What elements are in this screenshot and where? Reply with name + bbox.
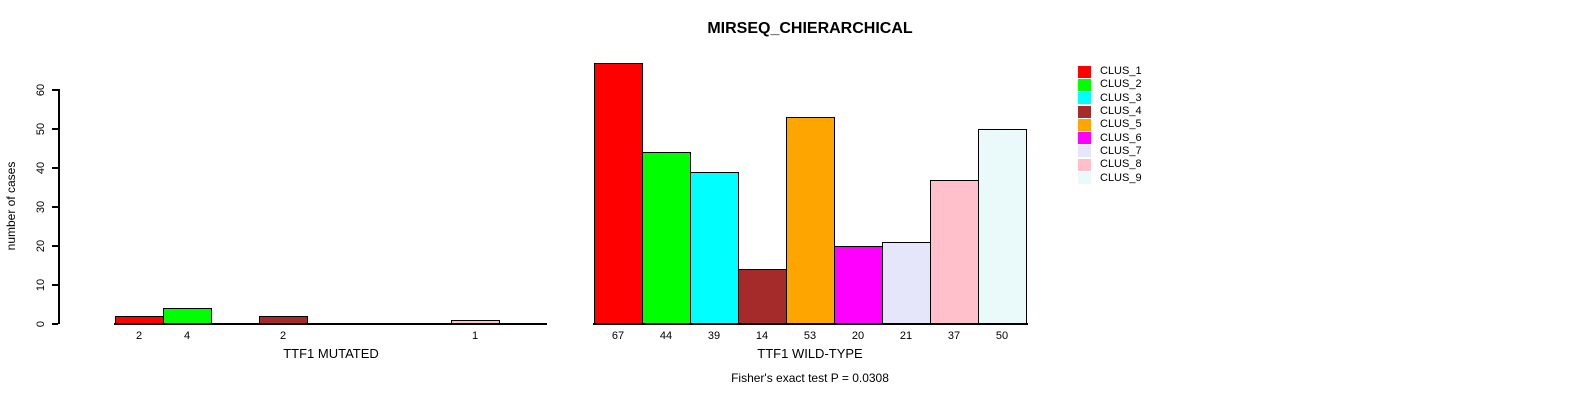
legend-swatch-clus_4 (1078, 105, 1091, 118)
y-tick-0 (52, 323, 58, 325)
bar-value-label-clus_1: 67 (611, 330, 625, 342)
legend-item-clus_3: CLUS_3 (1078, 92, 1142, 105)
chart-title: MIRSEQ_CHIERARCHICAL (707, 20, 913, 37)
y-axis-label: number of cases (4, 161, 18, 251)
legend-item-clus_5: CLUS_5 (1078, 118, 1142, 131)
y-tick-label-40: 40 (35, 161, 47, 175)
legend-swatch-clus_7 (1078, 145, 1091, 158)
y-tick-20 (52, 245, 58, 247)
bar-value-label-clus_8: 1 (471, 330, 479, 342)
bar-ttf1-mutated-clus_8 (451, 320, 500, 324)
legend-item-clus_4: CLUS_4 (1078, 105, 1142, 118)
legend-label-clus_9: CLUS_9 (1100, 171, 1142, 184)
y-axis-line (58, 89, 60, 324)
legend-item-clus_8: CLUS_8 (1078, 158, 1142, 171)
y-tick-40 (52, 167, 58, 169)
bar-ttf1-wild-type-clus_6 (834, 246, 883, 324)
legend-swatch-clus_5 (1078, 118, 1091, 131)
y-tick-60 (52, 89, 58, 91)
x-axis-title-ttf1-mutated: TTF1 MUTATED (283, 346, 379, 361)
bar-value-label-clus_6: 20 (851, 330, 865, 342)
legend-item-clus_1: CLUS_1 (1078, 65, 1142, 78)
legend-item-clus_9: CLUS_9 (1078, 171, 1142, 185)
bar-value-label-clus_7: 21 (899, 330, 913, 342)
y-tick-label-0: 0 (35, 320, 47, 328)
legend-swatch-clus_9 (1078, 172, 1091, 185)
bar-value-label-clus_1: 2 (135, 330, 143, 342)
y-tick-label-20: 20 (35, 239, 47, 253)
y-tick-50 (52, 128, 58, 130)
bar-value-label-clus_8: 37 (947, 330, 961, 342)
bar-value-label-clus_4: 14 (755, 330, 769, 342)
bar-ttf1-wild-type-clus_4 (738, 269, 787, 324)
legend-label-clus_8: CLUS_8 (1100, 158, 1142, 171)
bar-ttf1-wild-type-clus_7 (882, 242, 931, 324)
legend-label-clus_4: CLUS_4 (1100, 105, 1142, 118)
bar-ttf1-wild-type-clus_5 (786, 117, 835, 324)
bar-ttf1-wild-type-clus_2 (642, 152, 691, 324)
legend-label-clus_5: CLUS_5 (1100, 118, 1142, 131)
legend-item-clus_6: CLUS_6 (1078, 131, 1142, 145)
legend-swatch-clus_2 (1078, 78, 1091, 91)
y-tick-label-10: 10 (35, 278, 47, 292)
y-tick-label-30: 30 (35, 200, 47, 214)
legend-label-clus_6: CLUS_6 (1100, 131, 1142, 144)
legend: CLUS_1 CLUS_2 CLUS_3 CLUS_4 CLUS_5 CLUS_6 CLUS… (1078, 65, 1142, 185)
legend-item-clus_7: CLUS_7 (1078, 145, 1142, 158)
bar-ttf1-wild-type-clus_9 (978, 129, 1027, 324)
legend-label-clus_7: CLUS_7 (1100, 144, 1142, 157)
bar-ttf1-wild-type-clus_8 (930, 180, 979, 324)
bar-value-label-clus_2: 44 (659, 330, 673, 342)
bar-value-label-clus_2: 4 (183, 330, 191, 342)
x-axis-baseline-mutated (114, 323, 547, 325)
y-tick-label-60: 60 (35, 83, 47, 97)
bar-value-label-clus_4: 2 (279, 330, 287, 342)
bar-ttf1-wild-type-clus_3 (690, 172, 739, 324)
legend-item-clus_2: CLUS_2 (1078, 78, 1142, 91)
legend-label-clus_1: CLUS_1 (1100, 65, 1142, 78)
fisher-test-annotation: Fisher's exact test P = 0.0308 (731, 371, 889, 385)
legend-swatch-clus_6 (1078, 132, 1091, 145)
legend-swatch-clus_8 (1078, 158, 1091, 171)
bar-value-label-clus_3: 39 (707, 330, 721, 342)
legend-swatch-clus_1 (1078, 65, 1091, 78)
x-axis-title-ttf1-wild-type: TTF1 WILD-TYPE (757, 346, 863, 361)
y-tick-label-50: 50 (35, 122, 47, 136)
y-tick-10 (52, 284, 58, 286)
bar-value-label-clus_9: 50 (995, 330, 1009, 342)
bar-value-label-clus_5: 53 (803, 330, 817, 342)
legend-label-clus_2: CLUS_2 (1100, 78, 1142, 91)
legend-swatch-clus_3 (1078, 92, 1091, 105)
legend-label-clus_3: CLUS_3 (1100, 91, 1142, 104)
bar-ttf1-mutated-clus_2 (163, 308, 212, 324)
y-tick-30 (52, 206, 58, 208)
bar-ttf1-mutated-clus_4 (259, 316, 308, 324)
bar-ttf1-mutated-clus_1 (115, 316, 164, 324)
bar-ttf1-wild-type-clus_1 (594, 63, 643, 324)
